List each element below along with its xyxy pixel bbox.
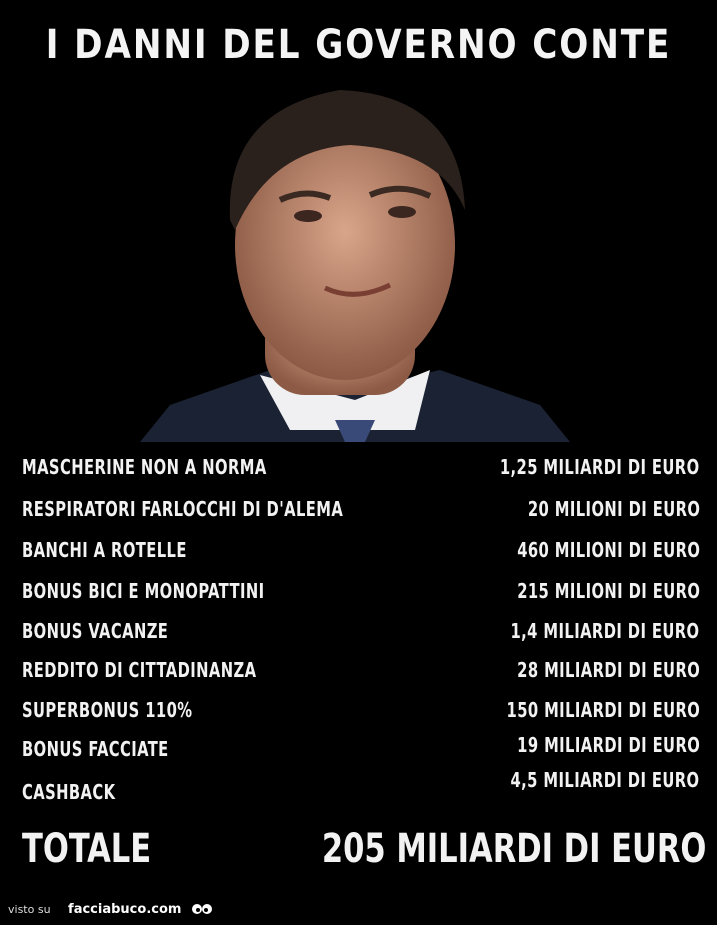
item-value: 460 MILIONI DI EURO (516, 538, 700, 562)
list-item: RESPIRATORI FARLOCCHI DI D'ALEMA 20 MILI… (22, 497, 700, 527)
list-item: BANCHI A ROTELLE 460 MILIONI DI EURO (22, 538, 700, 568)
list-item: SUPERBONUS 110% 150 MILIARDI DI EURO (22, 698, 700, 728)
item-value: 150 MILIARDI DI EURO (506, 698, 700, 722)
total-label: TOTALE (22, 826, 152, 872)
item-value: 1,4 MILIARDI DI EURO (510, 619, 700, 643)
item-label: MASCHERINE NON A NORMA (22, 455, 267, 479)
footer-prefix: visto su (8, 903, 51, 916)
item-label: BONUS BICI E MONOPATTINI (22, 579, 265, 603)
item-label: CASHBACK (22, 780, 116, 804)
item-value: 20 MILIONI DI EURO (527, 497, 700, 521)
item-label: REDDITO DI CITTADINANZA (22, 658, 257, 682)
list-item: CASHBACK 4,5 MILIARDI DI EURO (22, 768, 700, 806)
item-value: 1,25 MILIARDI DI EURO (500, 455, 700, 479)
list-item: BONUS FACCIATE 19 MILIARDI DI EURO (22, 733, 700, 767)
list-item: BONUS BICI E MONOPATTINI 215 MILIONI DI … (22, 579, 700, 609)
total-value: 205 MILIARDI DI EURO (321, 826, 706, 872)
eyes-logo-icon (191, 904, 212, 914)
watermark-footer: visto su facciabuco.com (8, 902, 213, 918)
item-label: SUPERBONUS 110% (22, 698, 193, 722)
list-item: BONUS VACANZE 1,4 MILIARDI DI EURO (22, 619, 700, 649)
item-label: BONUS VACANZE (22, 619, 169, 643)
item-value: 4,5 MILIARDI DI EURO (510, 768, 700, 792)
item-label: BANCHI A ROTELLE (22, 538, 187, 562)
portrait-photo (140, 90, 570, 442)
footer-site: facciabuco.com (68, 902, 182, 917)
item-value: 215 MILIONI DI EURO (516, 579, 700, 603)
list-item: MASCHERINE NON A NORMA 1,25 MILIARDI DI … (22, 455, 700, 485)
item-label: BONUS FACCIATE (22, 737, 169, 761)
page-title: I DANNI DEL GOVERNO CONTE (45, 22, 672, 68)
item-value: 28 MILIARDI DI EURO (516, 658, 700, 682)
item-value: 19 MILIARDI DI EURO (516, 733, 700, 757)
item-label: RESPIRATORI FARLOCCHI DI D'ALEMA (22, 497, 344, 521)
list-item: REDDITO DI CITTADINANZA 28 MILIARDI DI E… (22, 658, 700, 688)
total-row: TOTALE 205 MILIARDI DI EURO (22, 826, 706, 876)
